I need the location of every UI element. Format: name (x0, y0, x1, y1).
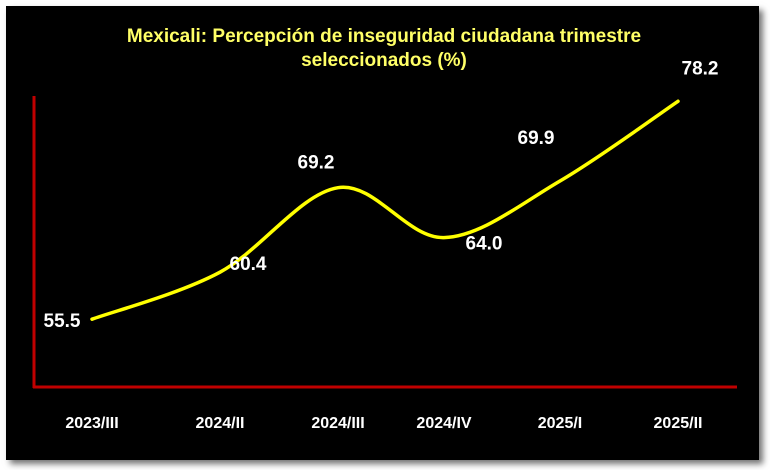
x-tick-labels: 2023/III 2024/II 2024/III 2024/IV 2025/I 2025… (65, 415, 702, 432)
data-label: 69.2 (298, 153, 335, 174)
data-label: 69.9 (518, 128, 555, 149)
data-label: 78.2 (682, 58, 719, 79)
x-tick-label: 2024/IV (416, 415, 471, 432)
data-label: 55.5 (44, 311, 81, 332)
point-labels: 55.5 60.4 69.2 64.0 69.9 78.2 (44, 58, 719, 332)
chart-title-line-1: Mexicali: Percepción de inseguridad ciud… (127, 26, 641, 47)
x-tick-label: 2023/III (65, 415, 118, 432)
series-line (90, 99, 680, 321)
x-tick-label: 2025/II (654, 415, 703, 432)
data-label: 60.4 (230, 254, 267, 275)
x-tick-label: 2024/II (196, 415, 245, 432)
x-tick-label: 2025/I (538, 415, 582, 432)
chart-title-line-2: seleccionados (%) (301, 50, 467, 71)
chart-frame (6, 6, 759, 460)
data-label: 64.0 (466, 234, 503, 255)
x-tick-label: 2024/III (311, 415, 364, 432)
